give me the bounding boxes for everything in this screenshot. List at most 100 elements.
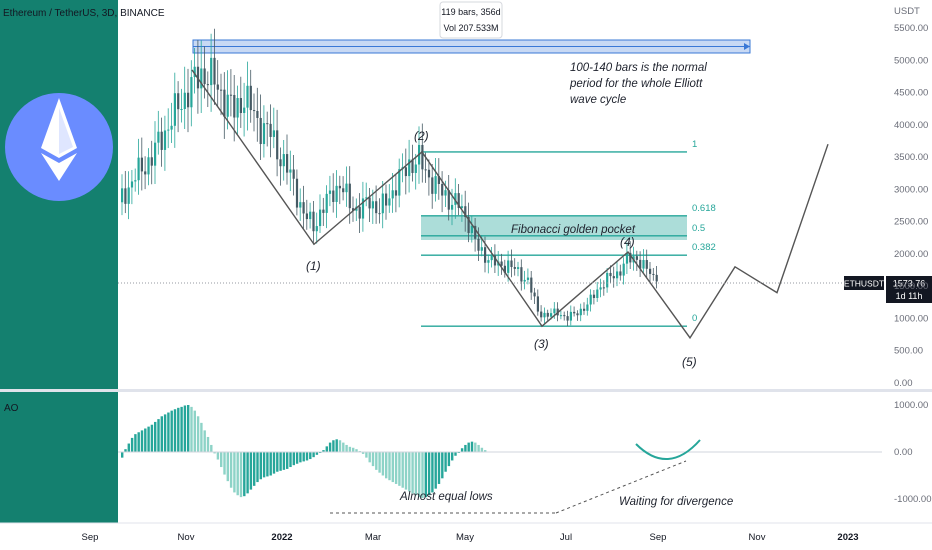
candle-body [144, 171, 147, 175]
ao-bar [226, 452, 229, 482]
candle-body [226, 94, 229, 117]
candle-body [352, 208, 355, 211]
ao-bar [206, 436, 210, 452]
candle-body [124, 188, 127, 204]
candle-body [154, 142, 157, 166]
fib-level-label: 0 [692, 313, 697, 324]
price-axis-tick: 3000.00 [894, 184, 928, 195]
candle-body [520, 267, 523, 282]
ao-bar [200, 422, 203, 452]
ao-bar [210, 444, 213, 452]
candle-body [140, 157, 143, 172]
candle-body [312, 211, 315, 232]
svg-text:1d 11h: 1d 11h [896, 291, 923, 301]
candle-body [378, 213, 381, 215]
candle-body [467, 217, 470, 234]
ao-bar [477, 444, 480, 452]
ao-bar [371, 452, 375, 467]
candle-body [629, 252, 632, 263]
candle-body [121, 188, 124, 203]
candle-body [655, 274, 658, 282]
candle-body [173, 93, 176, 126]
ao-bar [338, 440, 342, 452]
candle-body [652, 273, 655, 275]
ao-bar [282, 452, 286, 470]
candle-body [441, 184, 444, 196]
candle-body [266, 123, 269, 125]
ao-bar [272, 452, 276, 474]
candle-body [503, 265, 506, 273]
candle-body [385, 193, 388, 206]
time-axis-tick: 2022 [271, 532, 292, 543]
candle-body [639, 259, 642, 269]
candle-body [223, 89, 226, 117]
candle-body [477, 238, 480, 251]
candle-body [649, 268, 652, 274]
candle-body [427, 169, 431, 178]
ao-bar [144, 428, 147, 452]
candle-body [553, 308, 556, 314]
ao-bar [454, 452, 457, 456]
ao-label: AO [4, 403, 19, 414]
ao-bar [305, 452, 309, 461]
candle-body [368, 197, 371, 209]
left-band [0, 0, 118, 523]
candle-body [358, 206, 361, 219]
time-axis-tick: Sep [82, 532, 99, 543]
ao-bar [325, 446, 328, 452]
ao-bar [315, 452, 319, 455]
candle-body [398, 169, 401, 196]
ao-bar [467, 442, 470, 452]
candle-body [253, 110, 256, 112]
candle-body [292, 169, 295, 179]
price-axis-tick: 4000.00 [894, 120, 928, 131]
candle-body [540, 311, 543, 318]
candle-body [157, 131, 160, 143]
time-axis-tick: May [456, 532, 474, 543]
symbol-title: Ethereum / TetherUS, 3D, BINANCE [3, 8, 165, 19]
candle-body [536, 296, 539, 312]
candle-body [523, 279, 526, 282]
candle-body [246, 85, 249, 108]
candle-body [507, 260, 510, 273]
candle-body [616, 271, 619, 279]
ao-bar [177, 407, 180, 452]
candle-body [589, 294, 592, 305]
candle-body [365, 197, 368, 199]
candle-body [622, 263, 625, 276]
candle-body [150, 157, 153, 166]
candle-body [315, 226, 318, 232]
ao-bar [167, 412, 170, 452]
ao-bar [229, 452, 233, 488]
ao-bar [385, 452, 388, 479]
ao-bar [355, 449, 358, 452]
candle-body [134, 180, 137, 182]
ao-bar [365, 452, 368, 458]
candle-body [193, 66, 196, 78]
svg-text:1573.76: 1573.76 [893, 279, 926, 289]
ao-bar [249, 452, 253, 490]
ao-bar [236, 452, 239, 496]
ao-bar [292, 452, 295, 466]
ao-bar [259, 452, 262, 480]
measure-tooltip: 119 bars, 356d Vol 207.533M [439, 1, 503, 39]
candle-body [619, 271, 622, 276]
candle-body [200, 68, 203, 89]
ao-bar [408, 452, 411, 492]
candle-body [361, 198, 365, 219]
fib-level-label: 0.382 [692, 242, 716, 253]
candle-body [286, 154, 289, 173]
svg-text:119 bars, 356d: 119 bars, 356d [441, 7, 500, 17]
golden-pocket-label: Fibonacci golden pocket [511, 224, 636, 236]
candle-body [487, 260, 490, 263]
candle-body [573, 311, 576, 314]
elliott-wave-path [191, 69, 829, 340]
fib-level-label: 0.618 [692, 203, 716, 214]
candle-body [447, 190, 450, 210]
price-tag: ETHUSDT 1573.76 1d 11h [844, 276, 932, 303]
candle-body [434, 176, 437, 194]
candle-body [332, 190, 335, 202]
candle-body [180, 109, 183, 111]
ao-bar [484, 450, 487, 452]
